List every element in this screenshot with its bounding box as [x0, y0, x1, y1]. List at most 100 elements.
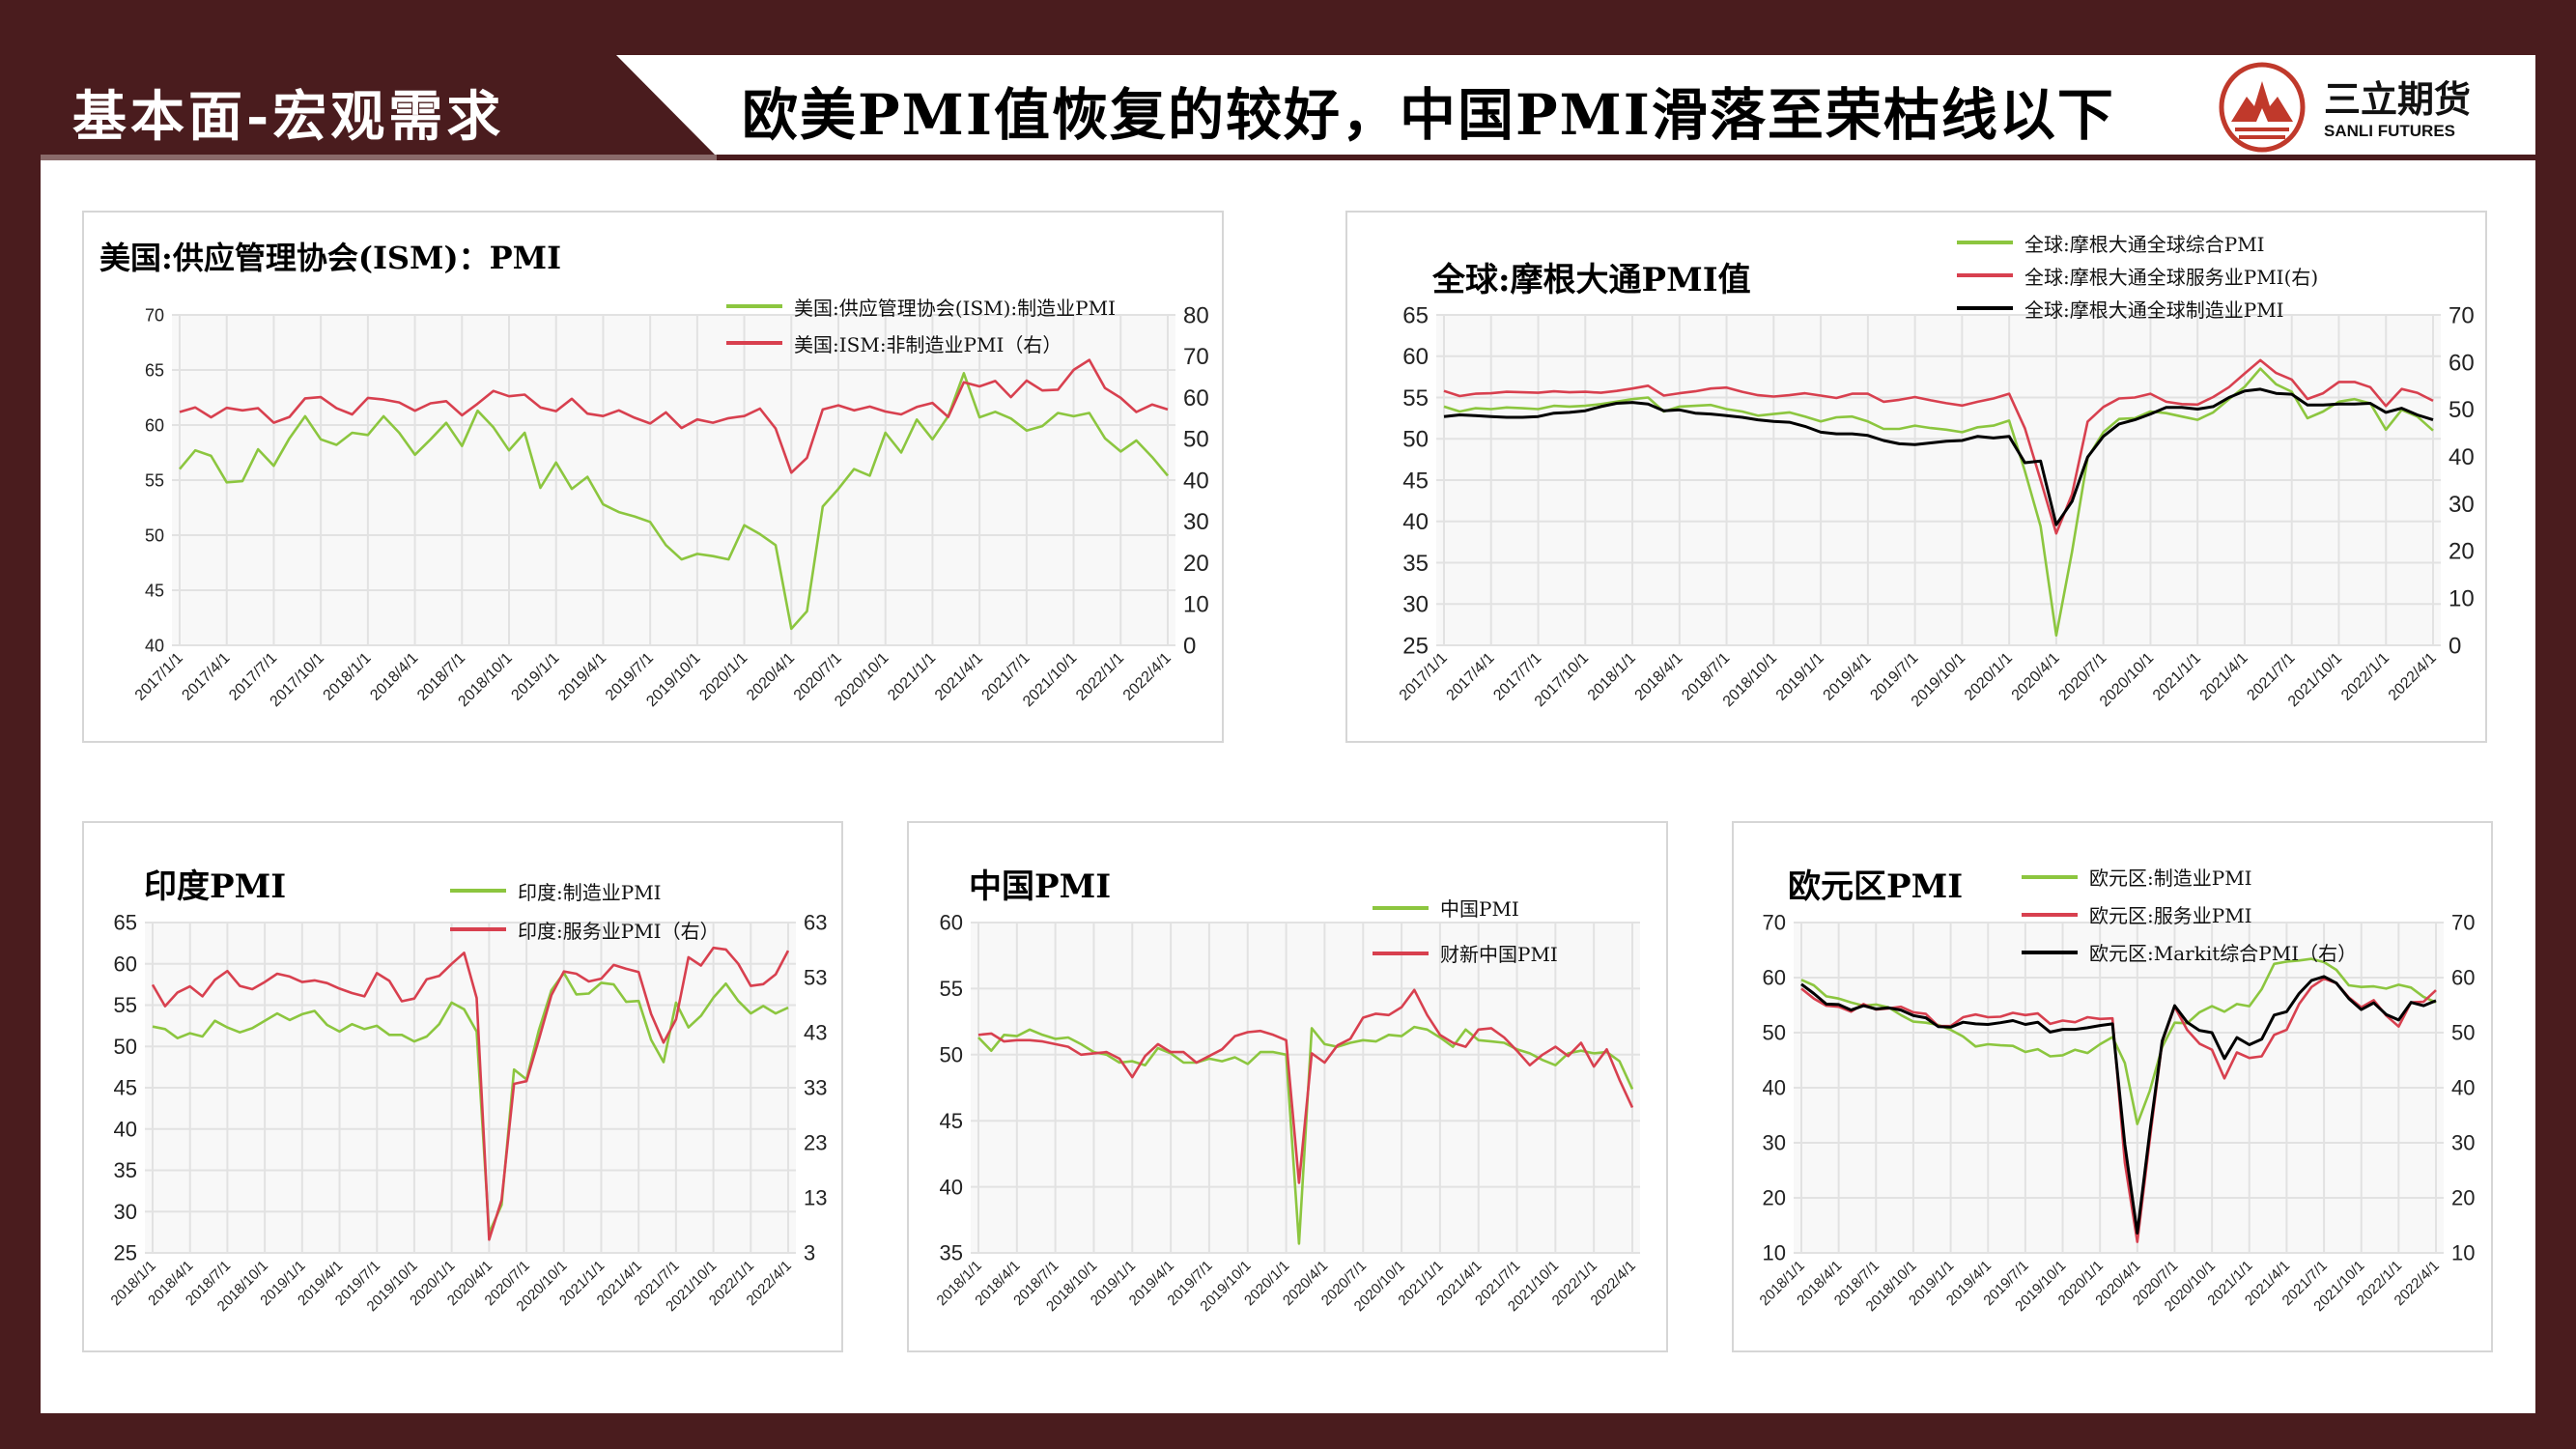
series-line-1 [977, 1025, 1634, 1245]
y-tick-label: 65 [114, 911, 137, 935]
y2-tick-label: 20 [2451, 1186, 2475, 1210]
legend-item: 欧元区:制造业PMI [2022, 858, 2357, 895]
india-pmi-chart: 25 30 35 40 45 50 55 60 65 3 13 23 33 43 53 63 2018/1/1 2… [82, 821, 843, 1352]
y2-tick-label: 33 [804, 1076, 827, 1100]
y-tick-label: 35 [114, 1158, 137, 1182]
x-tick-label: 2018/1/1 [1585, 650, 1639, 704]
y2-tick-label: 60 [1183, 385, 1209, 412]
y2-tick-label: 0 [1183, 633, 1196, 659]
legend-item: 印度:制造业PMI [450, 871, 720, 910]
y-tick-label: 30 [1763, 1131, 1786, 1155]
legend-item: 全球:摩根大通全球综合PMI [1957, 226, 2318, 259]
legend-swatch [1957, 273, 2013, 277]
x-tick-label: 2019/1/1 [508, 650, 562, 704]
chart-legend: 印度:制造业PMI 印度:服务业PMI（右） [450, 871, 720, 949]
x-tick-label: 2021/1/1 [885, 650, 939, 704]
x-tick-label: 2017/1/1 [132, 650, 186, 704]
y2-tick-label: 23 [804, 1131, 827, 1155]
series-line-3 [1443, 387, 2434, 526]
x-tick-label: 2020/4/1 [2009, 650, 2063, 704]
y-tick-label: 45 [940, 1109, 963, 1133]
x-tick-label: 2019/4/1 [555, 650, 609, 704]
legend-swatch [450, 927, 506, 931]
legend-item: 欧元区:服务业PMI [2022, 895, 2357, 933]
x-tick-label: 2017/4/1 [1444, 650, 1498, 704]
legend-swatch [2022, 874, 2078, 879]
us-ism-pmi-chart: 40 45 50 55 60 65 70 0 10 20 30 40 50 60 70 80 2017/1/1 2… [82, 211, 1224, 743]
slide-title: 欧美PMI值恢复的较好，中国PMI滑落至荣枯线以下 [742, 82, 2115, 148]
chart-title: 欧元区PMI [1788, 867, 1964, 906]
y2-tick-label: 30 [1183, 509, 1209, 535]
legend-swatch [1957, 306, 2013, 310]
legend-item: 全球:摩根大通全球制造业PMI [1957, 292, 2318, 325]
y-tick-label: 60 [145, 415, 164, 435]
legend-label: 印度:制造业PMI [518, 880, 662, 904]
eurozone-pmi-chart: 10 20 30 40 50 60 70 10 20 30 40 50 60 70 2018/1/1 2018… [1732, 821, 2493, 1352]
y-tick-label: 50 [940, 1043, 963, 1067]
y-tick-label: 50 [145, 526, 164, 545]
y2-tick-label: 70 [2449, 302, 2475, 328]
y-tick-label: 60 [1763, 966, 1786, 990]
chart-legend: 中国PMI 财新中国PMI [1373, 885, 1558, 976]
series-line-2 [1443, 358, 2434, 535]
y-tick-label: 50 [114, 1035, 137, 1059]
y-tick-label: 45 [114, 1076, 137, 1100]
y2-tick-label: 13 [804, 1186, 827, 1210]
chart-title: 美国:供应管理协会(ISM)：PMI [99, 240, 562, 276]
legend-item: 中国PMI [1373, 885, 1558, 930]
y-tick-label: 65 [145, 360, 164, 380]
chart-title: 中国PMI [969, 867, 1112, 906]
y2-tick-label: 40 [2449, 444, 2475, 470]
y2-tick-label: 53 [804, 966, 827, 990]
series-line-2 [179, 358, 1169, 474]
legend-label: 中国PMI [1440, 897, 1519, 921]
header-divider [41, 155, 717, 160]
legend-swatch [1957, 241, 2013, 244]
y-tick-label: 35 [1402, 551, 1429, 577]
chart-legend: 全球:摩根大通全球综合PMI 全球:摩根大通全球服务业PMI(右) 全球:摩根大通全… [1957, 226, 2318, 325]
y2-tick-label: 0 [2449, 633, 2461, 659]
chart-svg: 40455055606570010203040506070802017/1/12… [132, 302, 1209, 710]
chart-title: 全球:摩根大通PMI值 [1432, 261, 1751, 299]
y-tick-label: 45 [1402, 468, 1429, 494]
legend-item: 印度:服务业PMI（右） [450, 910, 720, 949]
section-title: 基本面-宏观需求 [72, 85, 505, 149]
y-tick-label: 20 [1763, 1186, 1786, 1210]
y-tick-label: 40 [940, 1175, 963, 1199]
x-tick-label: 2020/4/1 [744, 650, 798, 704]
y2-tick-label: 10 [2451, 1241, 2475, 1265]
y2-tick-label: 70 [2451, 911, 2475, 935]
legend-label: 欧元区:制造业PMI [2089, 867, 2252, 890]
x-tick-label: 2021/1/1 [2150, 650, 2204, 704]
x-tick-label: 2018/1/1 [321, 650, 375, 704]
legend-item: 美国:供应管理协会(ISM):制造业PMI [726, 288, 1116, 325]
y2-tick-label: 3 [804, 1241, 815, 1265]
y2-tick-label: 10 [2449, 586, 2475, 612]
x-tick-label: 2021/4/1 [932, 650, 986, 704]
series-line-1 [179, 372, 1169, 631]
y-tick-label: 60 [114, 952, 137, 976]
legend-label: 美国:供应管理协会(ISM):制造业PMI [794, 296, 1116, 320]
legend-swatch [1373, 905, 1429, 910]
y-tick-label: 55 [114, 993, 137, 1017]
x-tick-label: 2021/4/1 [2197, 650, 2251, 704]
legend-label: 全球:摩根大通全球制造业PMI [2024, 298, 2284, 322]
x-tick-label: 2022/1/1 [1073, 650, 1127, 704]
y-tick-label: 40 [1763, 1076, 1786, 1100]
y-tick-label: 55 [940, 977, 963, 1001]
y-tick-label: 10 [1763, 1241, 1786, 1265]
y-tick-label: 70 [1763, 911, 1786, 935]
series-line-1 [1443, 367, 2434, 637]
y2-tick-label: 63 [804, 911, 827, 935]
y-tick-label: 25 [114, 1241, 137, 1265]
chart-svg: 10203040506070102030405060702018/1/12018… [1757, 911, 2476, 1315]
legend-label: 欧元区:服务业PMI [2089, 904, 2252, 927]
y-tick-label: 50 [1402, 427, 1429, 453]
y-tick-label: 55 [145, 470, 164, 490]
y2-tick-label: 40 [2451, 1076, 2475, 1100]
logo-emblem-icon [2219, 62, 2306, 153]
legend-item: 欧元区:Markit综合PMI（右） [2022, 933, 2357, 971]
plot-area [971, 923, 1640, 1253]
y2-tick-label: 80 [1183, 302, 1209, 328]
legend-label: 财新中国PMI [1440, 943, 1558, 966]
